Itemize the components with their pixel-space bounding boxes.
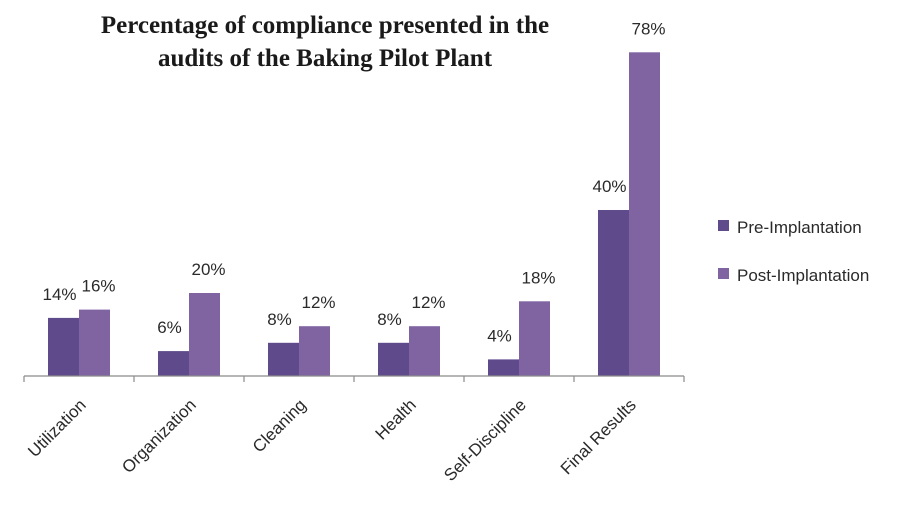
data-label-post-implantation-final-results: 78% xyxy=(631,19,665,38)
bar-pre-implantation-self-discipline xyxy=(488,359,519,376)
bar-pre-implantation-organization xyxy=(158,351,189,376)
bar-post-implantation-final-results xyxy=(629,52,660,377)
chart-title: Percentage of compliance presented in th… xyxy=(101,12,549,72)
bar-post-implantation-cleaning xyxy=(299,326,330,376)
data-label-pre-implantation-utilization: 14% xyxy=(42,285,76,304)
data-label-post-implantation-self-discipline: 18% xyxy=(521,268,555,287)
legend-swatch-post-implantation xyxy=(718,268,729,279)
legend-label-pre-implantation: Pre-Implantation xyxy=(737,218,862,237)
chart-title-line-1: Percentage of compliance presented in th… xyxy=(101,12,549,39)
x-tick-label-health: Health xyxy=(372,395,420,443)
data-label-pre-implantation-health: 8% xyxy=(377,310,402,329)
plot-area: 14% 16% 6% 20% 8% 12% 8% 12% 4% 18% 40% 78% xyxy=(42,19,666,377)
data-label-post-implantation-cleaning: 12% xyxy=(301,293,335,312)
legend-label-post-implantation: Post-Implantation xyxy=(737,266,869,285)
data-label-pre-implantation-cleaning: 8% xyxy=(267,310,292,329)
bar-post-implantation-self-discipline xyxy=(519,301,550,376)
x-tick-label-cleaning: Cleaning xyxy=(249,395,310,456)
x-tick-label-self-discipline: Self-Discipline xyxy=(440,395,530,485)
data-label-post-implantation-organization: 20% xyxy=(191,260,225,279)
x-tick-label-final-results: Final Results xyxy=(557,395,640,478)
data-label-post-implantation-health: 12% xyxy=(411,293,445,312)
bar-pre-implantation-health xyxy=(378,342,409,376)
bar-post-implantation-utilization xyxy=(79,309,110,376)
x-tick-label-utilization: Utilization xyxy=(24,395,90,461)
bar-post-implantation-health xyxy=(409,326,440,376)
x-axis-ticks xyxy=(23,376,685,382)
bar-pre-implantation-utilization xyxy=(48,317,79,376)
data-label-pre-implantation-self-discipline: 4% xyxy=(487,326,512,345)
legend-swatch-pre-implantation xyxy=(718,220,729,231)
x-tick-label-organization: Organization xyxy=(118,395,200,477)
data-label-post-implantation-utilization: 16% xyxy=(81,277,115,296)
bar-pre-implantation-cleaning xyxy=(268,342,299,376)
chart-title-line-2: audits of the Baking Pilot Plant xyxy=(158,45,493,72)
bar-post-implantation-organization xyxy=(189,293,220,376)
legend: Pre-Implantation Post-Implantation xyxy=(718,218,869,285)
data-label-pre-implantation-final-results: 40% xyxy=(592,177,626,196)
data-label-pre-implantation-organization: 6% xyxy=(157,318,182,337)
x-axis-tick-labels: Utilization Organization Cleaning Health Sel… xyxy=(24,395,640,485)
bar-pre-implantation-final-results xyxy=(598,210,629,376)
